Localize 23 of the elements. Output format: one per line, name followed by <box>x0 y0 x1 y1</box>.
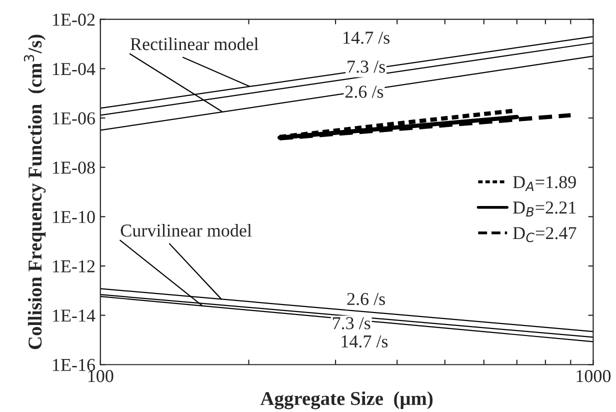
y-tick-label: 1E-08 <box>53 162 95 174</box>
annotation: 7.3 /s <box>332 317 370 330</box>
y-tick-label: 1E-02 <box>53 14 95 26</box>
annotation: Rectilinear model <box>130 38 258 50</box>
y-tick-label: 1E-10 <box>53 210 95 224</box>
y-tick-label: 1E-06 <box>53 112 96 124</box>
y-axis-title: Collision Frequency Function (cm$^{3}$/s) <box>24 34 46 350</box>
x-axis-title: Aggregate Size (μm) <box>260 391 433 410</box>
annotation: 7.3 /s <box>348 60 385 73</box>
legend-label: D$_{B}$=2.21 <box>513 202 576 216</box>
y-tick-label: 1E-14 <box>53 310 96 322</box>
annotation: Curvilinear model <box>120 224 252 237</box>
annotation: 14.7 /s <box>342 335 388 348</box>
annotation: 2.6 /s <box>345 86 384 98</box>
x-tick-label: 100 <box>88 370 114 382</box>
legend-label: D$_{A}$=1.89 <box>513 176 576 192</box>
y-tick-label: 1E-16 <box>53 358 96 372</box>
y-tick-label: 1E-04 <box>53 62 96 76</box>
legend-label: D$_{C}$=2.47 <box>513 227 576 242</box>
x-tick-label: 1000 <box>576 370 611 382</box>
annotation: 14.7 /s <box>344 32 390 44</box>
annotation: 2.6 /s <box>347 292 385 306</box>
y-tick-label: 1E-12 <box>53 260 95 272</box>
